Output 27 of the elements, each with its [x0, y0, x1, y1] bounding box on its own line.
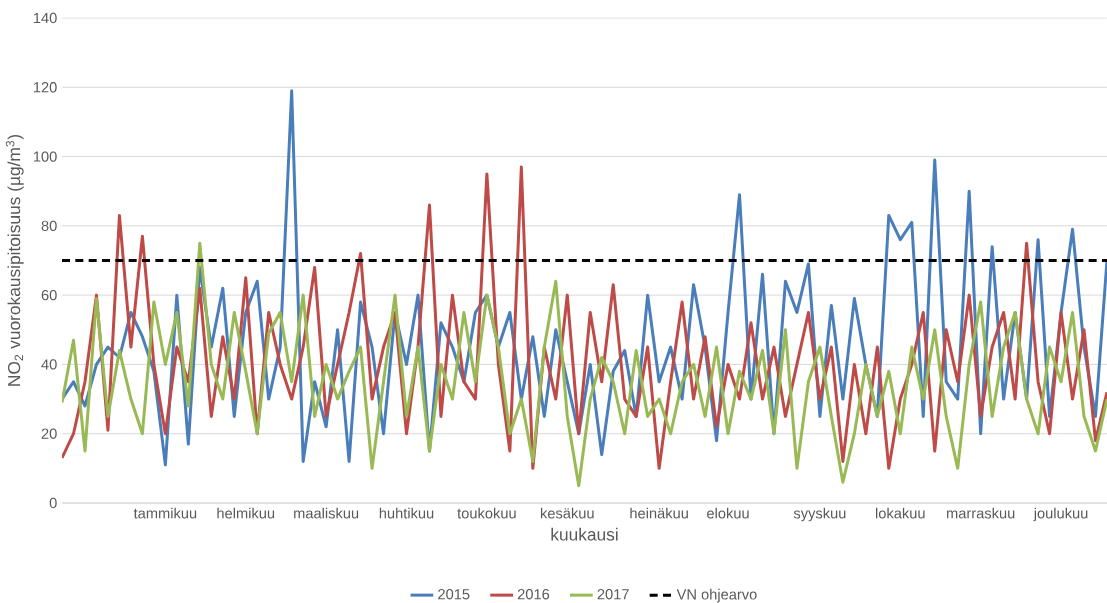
legend-label: VN ohjearvo	[676, 588, 757, 603]
y-tick-label: 120	[33, 82, 57, 93]
x-tick-label: heinäkuu	[630, 507, 688, 519]
x-tick-label: maaliskuu	[294, 507, 359, 519]
y-tick-label: 80	[41, 220, 57, 232]
x-tick-label: joulukuu	[1033, 507, 1088, 522]
x-tick-label: syyskuu	[793, 507, 846, 522]
x-tick-label: lokakuu	[875, 507, 925, 519]
x-tick-label: marraskuu	[947, 507, 1015, 519]
legend-label: 2015	[438, 589, 470, 600]
y-tick-label: 140	[33, 12, 57, 24]
x-tick-label: helmikuu	[217, 507, 275, 519]
x-tick-label: elokuu	[707, 507, 749, 519]
legend-label: 2016	[517, 589, 550, 600]
x-tick-label: tammikuu	[133, 507, 197, 519]
x-tick-label: kesäkuu	[540, 507, 594, 519]
line-series	[62, 241, 1107, 488]
y-tick-label: 40	[41, 359, 57, 370]
x-tick-label: toukokuu	[457, 507, 516, 519]
y-axis-title: NO$_{2}$ vuorokausipitoisuus (µg/m$^{3}$)	[5, 135, 24, 386]
x-axis-title: kuukausi	[551, 527, 618, 541]
y-tick-label: 20	[41, 428, 57, 439]
y-tick-label: 100	[33, 151, 57, 162]
y-tick-label: 60	[41, 289, 57, 301]
y-tick-label: 0	[49, 497, 57, 509]
legend-label: 2017	[597, 589, 629, 600]
x-tick-label: huhtikuu	[379, 507, 434, 519]
